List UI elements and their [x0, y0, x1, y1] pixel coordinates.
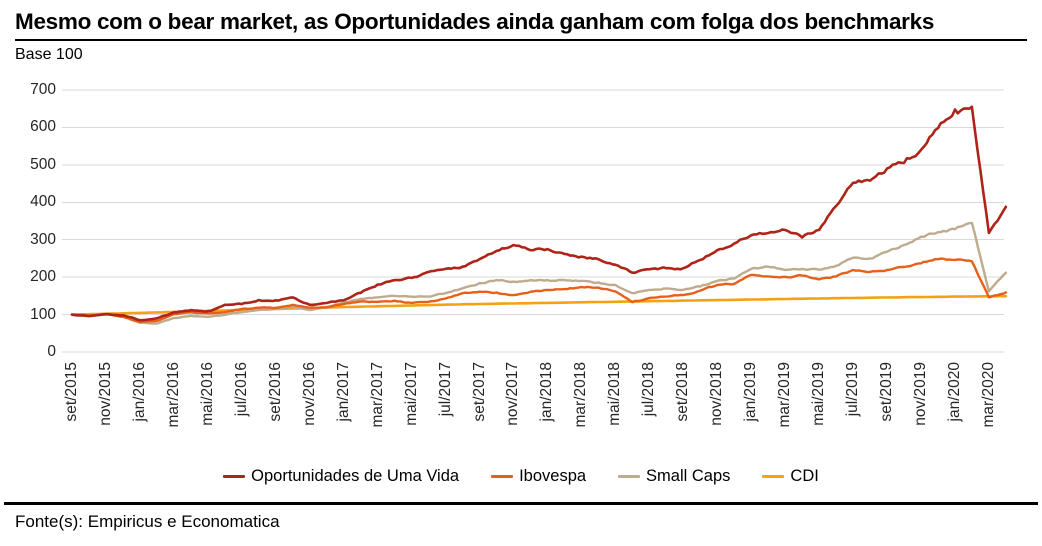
chart-title: Mesmo com o bear market, as Oportunidade…	[15, 9, 935, 34]
x-tick-label: set/2016	[266, 362, 284, 422]
x-tick-label: jan/2020	[945, 362, 963, 422]
legend-item: Oportunidades de Uma Vida	[223, 467, 459, 486]
x-tick-label: jul/2019	[844, 362, 862, 417]
x-tick-label: nov/2018	[708, 362, 726, 426]
legend-label: Oportunidades de Uma Vida	[251, 467, 460, 485]
y-tick-label: 300	[30, 230, 56, 248]
x-tick-label: mar/2018	[572, 362, 590, 428]
legend-dash-icon	[762, 475, 785, 478]
x-tick-label: jul/2018	[640, 362, 658, 417]
x-tick-label: mai/2017	[402, 362, 420, 426]
x-tick-label: mar/2020	[979, 362, 997, 428]
x-tick-label: set/2018	[674, 362, 692, 422]
x-tick-label: mai/2016	[198, 362, 216, 426]
legend-dash-icon	[491, 475, 514, 478]
x-tick-label: mai/2019	[810, 362, 828, 426]
y-tick-label: 500	[30, 155, 56, 173]
legend-dash-icon	[223, 475, 246, 478]
legend: Oportunidades de Uma Vida Ibovespa Small C…	[0, 467, 1042, 486]
x-tick-label: nov/2019	[912, 362, 929, 426]
x-tick-label: mar/2017	[368, 362, 386, 428]
x-tick-label: mar/2016	[164, 362, 182, 428]
x-tick-label: nov/2017	[504, 362, 522, 426]
x-tick-label: set/2019	[878, 362, 896, 422]
x-tick-label: jan/2017	[334, 362, 352, 422]
y-tick-label: 0	[47, 343, 56, 360]
series-line-cdi	[70, 294, 1008, 316]
x-tick-label: jul/2016	[232, 362, 250, 417]
legend-dash-icon	[618, 475, 641, 478]
x-tick-label: nov/2016	[300, 362, 318, 426]
footer-divider	[4, 502, 1038, 505]
y-tick-label: 400	[30, 193, 56, 211]
x-tick-label: jul/2017	[436, 362, 454, 417]
base-100-label: Base 100	[15, 46, 83, 63]
legend-label: Small Caps	[646, 467, 731, 485]
x-tick-label: set/2015	[63, 362, 80, 422]
legend-label: Ibovespa	[519, 467, 587, 485]
legend-label: CDI	[790, 467, 819, 485]
y-tick-label: 700	[30, 81, 56, 98]
series-line-small-caps	[70, 221, 1008, 325]
x-tick-label: jan/2018	[538, 362, 556, 422]
x-tick-label: mar/2019	[776, 362, 794, 428]
title-divider	[15, 39, 1027, 41]
y-tick-label: 600	[30, 118, 56, 136]
legend-item: Ibovespa	[491, 467, 586, 486]
legend-item: Small Caps	[618, 467, 730, 486]
series-line-oportunidades-de-uma-vida	[70, 105, 1008, 322]
x-tick-label: set/2017	[470, 362, 488, 422]
x-tick-label: mai/2018	[606, 362, 624, 426]
y-tick-label: 200	[30, 268, 56, 286]
series-line-ibovespa	[70, 257, 1008, 324]
x-tick-label: nov/2015	[96, 362, 114, 426]
x-tick-label: jan/2016	[130, 362, 148, 422]
source-note: Fonte(s): Empiricus e Economatica	[15, 512, 280, 531]
legend-item: CDI	[762, 467, 819, 486]
x-tick-label: jan/2019	[742, 362, 760, 422]
y-tick-label: 100	[30, 305, 56, 323]
